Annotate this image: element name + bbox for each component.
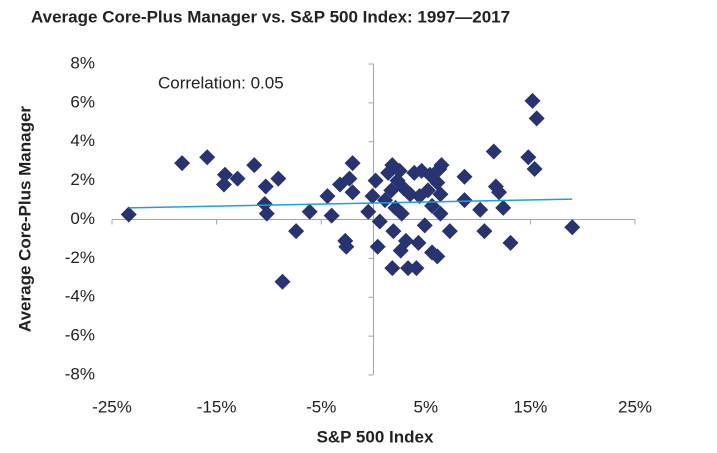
scatter-point: [429, 174, 446, 191]
y-tick-label: 0%: [70, 209, 95, 228]
chart-title: Average Core-Plus Manager vs. S&P 500 In…: [31, 7, 510, 26]
scatter-point: [257, 178, 274, 195]
scatter-point: [433, 157, 450, 174]
trendline: [128, 198, 573, 209]
scatter-point: [385, 223, 402, 240]
scatter-point: [338, 238, 355, 255]
scatter-point: [528, 110, 545, 127]
scatter-point: [419, 182, 436, 199]
x-tick-label: 25%: [618, 397, 652, 416]
scatter-point: [216, 166, 233, 183]
scatter-point: [564, 219, 581, 236]
scatter-point: [491, 184, 508, 201]
x-tick-label: 15%: [513, 397, 547, 416]
x-tick-label: -5%: [306, 397, 336, 416]
scatter-point: [456, 192, 473, 209]
scatter-point: [367, 172, 384, 189]
scatter-point: [246, 157, 263, 174]
scatter-point: [524, 92, 541, 109]
scatter-point: [258, 205, 275, 222]
scatter-point: [288, 223, 305, 240]
scatter-point: [371, 213, 388, 230]
y-tick-label: 2%: [70, 170, 95, 189]
scatter-point: [424, 244, 441, 261]
scatter-point: [495, 199, 512, 216]
scatter-point: [456, 168, 473, 185]
scatter-point: [360, 203, 377, 220]
scatter-point: [410, 234, 427, 251]
scatter-point: [397, 232, 414, 249]
scatter-point: [319, 188, 336, 205]
scatter-point: [476, 223, 493, 240]
scatter-point: [120, 206, 137, 223]
scatter-point: [229, 170, 246, 187]
x-tick-label: -25%: [92, 397, 132, 416]
scatter-point: [416, 217, 433, 234]
scatter-point: [408, 260, 425, 277]
x-tick-label: -15%: [197, 397, 237, 416]
scatter-point: [432, 205, 449, 222]
scatter-point: [400, 260, 417, 277]
scatter-point: [472, 201, 489, 218]
y-tick-label: 4%: [70, 131, 95, 150]
scatter-point: [502, 234, 519, 251]
y-tick-label: -8%: [65, 364, 95, 383]
scatter-point: [301, 203, 318, 220]
y-tick-label: -2%: [65, 248, 95, 267]
y-axis-title: Average Core-Plus Manager: [15, 106, 34, 332]
scatter-point: [274, 273, 291, 290]
scatter-point: [344, 155, 361, 172]
x-axis-title: S&P 500 Index: [317, 427, 434, 446]
scatter-point: [344, 184, 361, 201]
annotation: Correlation: 0.05: [158, 73, 284, 92]
scatter-point: [384, 260, 401, 277]
scatter-point: [341, 170, 358, 187]
scatter-point: [369, 238, 386, 255]
y-tick-label: 8%: [70, 53, 95, 72]
scatter-point: [215, 176, 232, 193]
y-tick-label: 6%: [70, 92, 95, 111]
scatter-point: [393, 205, 410, 222]
scatter-point: [174, 155, 191, 172]
y-tick-label: -4%: [65, 287, 95, 306]
scatter-point: [429, 248, 446, 265]
scatter-point: [364, 188, 381, 205]
scatter-point: [526, 160, 543, 177]
scatter-point: [391, 162, 408, 179]
x-tick-label: 5%: [414, 397, 439, 416]
scatter-point: [323, 207, 340, 224]
scatter-point: [432, 186, 449, 203]
scatter-point: [520, 149, 537, 166]
scatter-point: [441, 223, 458, 240]
scatter-point: [485, 143, 502, 160]
scatter-point: [270, 170, 287, 187]
scatter-point: [199, 149, 216, 166]
y-tick-label: -6%: [65, 326, 95, 345]
